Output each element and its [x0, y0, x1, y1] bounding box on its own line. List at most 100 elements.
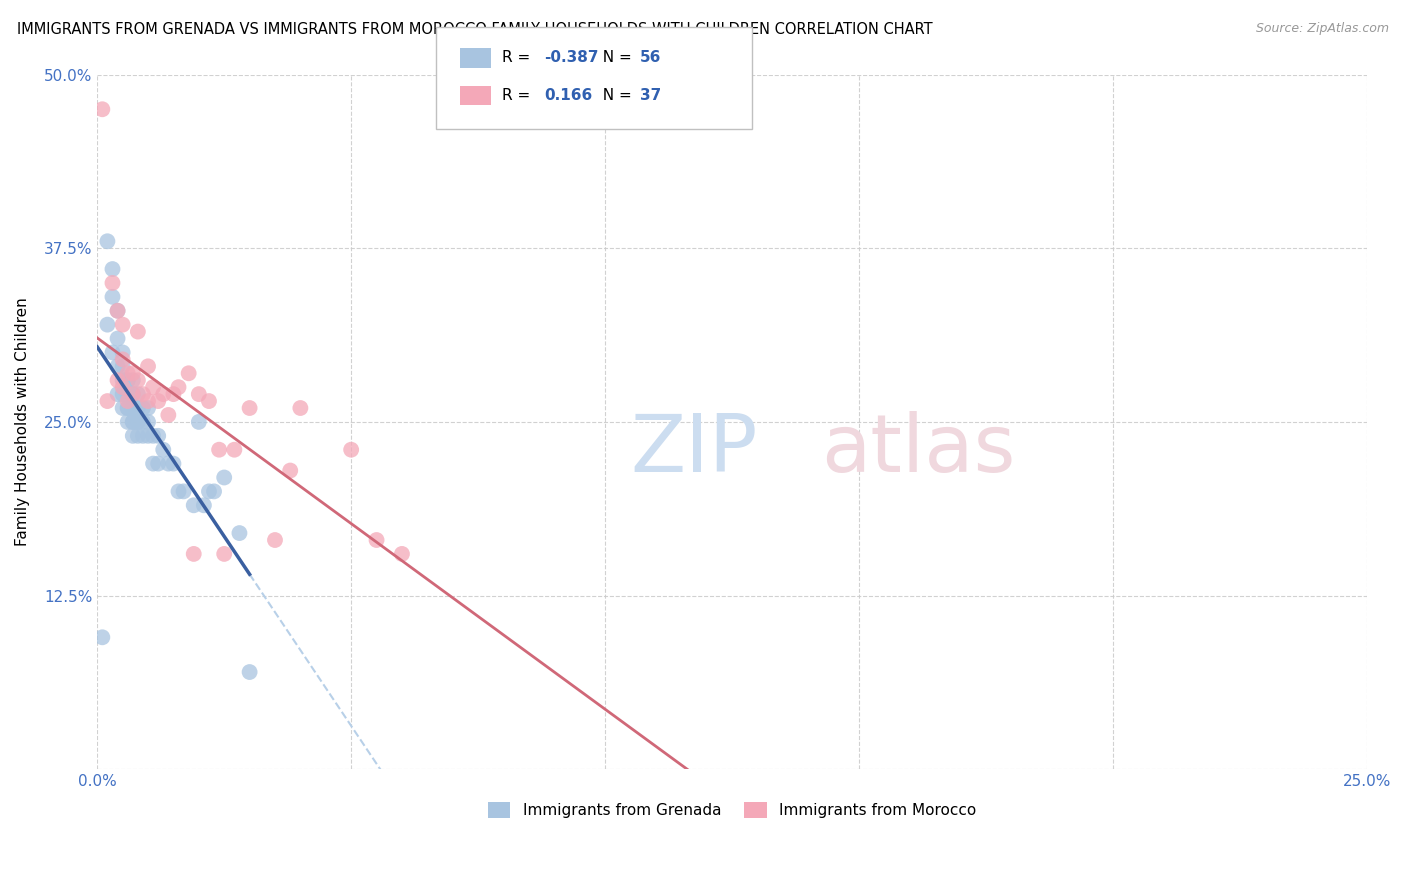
Point [127, 387, 149, 401]
Point [121, 366, 143, 380]
Point [239, 665, 262, 679]
Text: IMMIGRANTS FROM GRENADA VS IMMIGRANTS FROM MOROCCO FAMILY HOUSEHOLDS WITH CHILDR: IMMIGRANTS FROM GRENADA VS IMMIGRANTS FR… [17, 22, 932, 37]
Point [121, 401, 143, 415]
Point [101, 290, 124, 304]
Point [127, 429, 149, 443]
Point [107, 303, 129, 318]
Point [212, 547, 235, 561]
Point [167, 380, 190, 394]
Legend: Immigrants from Grenada, Immigrants from Morocco: Immigrants from Grenada, Immigrants from… [481, 796, 983, 824]
Point [111, 401, 134, 415]
Point [107, 387, 129, 401]
Point [121, 415, 143, 429]
Point [107, 303, 129, 318]
Point [117, 394, 139, 409]
Point [121, 401, 143, 415]
Point [212, 470, 235, 484]
Point [127, 325, 149, 339]
Text: 56: 56 [640, 51, 661, 65]
Point [187, 415, 209, 429]
Point [173, 484, 195, 499]
Point [111, 345, 134, 359]
Point [127, 401, 149, 415]
Point [193, 498, 215, 512]
Text: 37: 37 [640, 88, 661, 103]
Point [107, 332, 129, 346]
Point [101, 345, 124, 359]
Point [183, 547, 205, 561]
Point [117, 401, 139, 415]
Point [391, 547, 413, 561]
Point [117, 366, 139, 380]
Point [132, 429, 155, 443]
Text: R =: R = [502, 88, 540, 103]
Point [239, 401, 262, 415]
Point [152, 387, 174, 401]
Point [157, 408, 180, 422]
Text: N =: N = [593, 51, 637, 65]
Point [101, 276, 124, 290]
Point [142, 380, 165, 394]
Point [96, 318, 118, 332]
Point [162, 387, 184, 401]
Point [117, 401, 139, 415]
Point [111, 318, 134, 332]
Point [366, 533, 388, 547]
Point [117, 373, 139, 387]
Point [290, 401, 312, 415]
Point [208, 442, 231, 457]
Point [127, 373, 149, 387]
Point [198, 484, 221, 499]
Point [187, 387, 209, 401]
Point [121, 429, 143, 443]
Text: atlas: atlas [821, 410, 1015, 489]
Point [111, 373, 134, 387]
Point [136, 401, 159, 415]
Point [278, 464, 301, 478]
Point [132, 387, 155, 401]
Text: ZIP: ZIP [630, 410, 758, 489]
Point [101, 262, 124, 277]
Point [96, 234, 118, 248]
Point [132, 415, 155, 429]
Point [264, 533, 287, 547]
Point [183, 498, 205, 512]
Point [121, 415, 143, 429]
Point [228, 526, 250, 541]
Point [136, 429, 159, 443]
Text: R =: R = [502, 51, 536, 65]
Point [121, 387, 143, 401]
Point [121, 373, 143, 387]
Point [136, 359, 159, 374]
Point [177, 366, 200, 380]
Point [148, 429, 170, 443]
Point [91, 102, 114, 116]
Point [111, 380, 134, 394]
Point [91, 630, 114, 644]
Text: N =: N = [593, 88, 637, 103]
Point [117, 415, 139, 429]
Point [111, 359, 134, 374]
Point [162, 457, 184, 471]
Point [111, 387, 134, 401]
Point [142, 429, 165, 443]
Text: -0.387: -0.387 [544, 51, 599, 65]
Point [157, 457, 180, 471]
Point [340, 442, 363, 457]
Point [132, 401, 155, 415]
Point [107, 373, 129, 387]
Point [117, 387, 139, 401]
Point [202, 484, 225, 499]
Point [127, 415, 149, 429]
Point [136, 415, 159, 429]
Point [111, 352, 134, 367]
Point [121, 387, 143, 401]
Y-axis label: Family Households with Children: Family Households with Children [15, 298, 30, 546]
Point [96, 394, 118, 409]
Point [107, 359, 129, 374]
Point [127, 415, 149, 429]
Point [148, 394, 170, 409]
Point [167, 484, 190, 499]
Point [142, 457, 165, 471]
Point [148, 457, 170, 471]
